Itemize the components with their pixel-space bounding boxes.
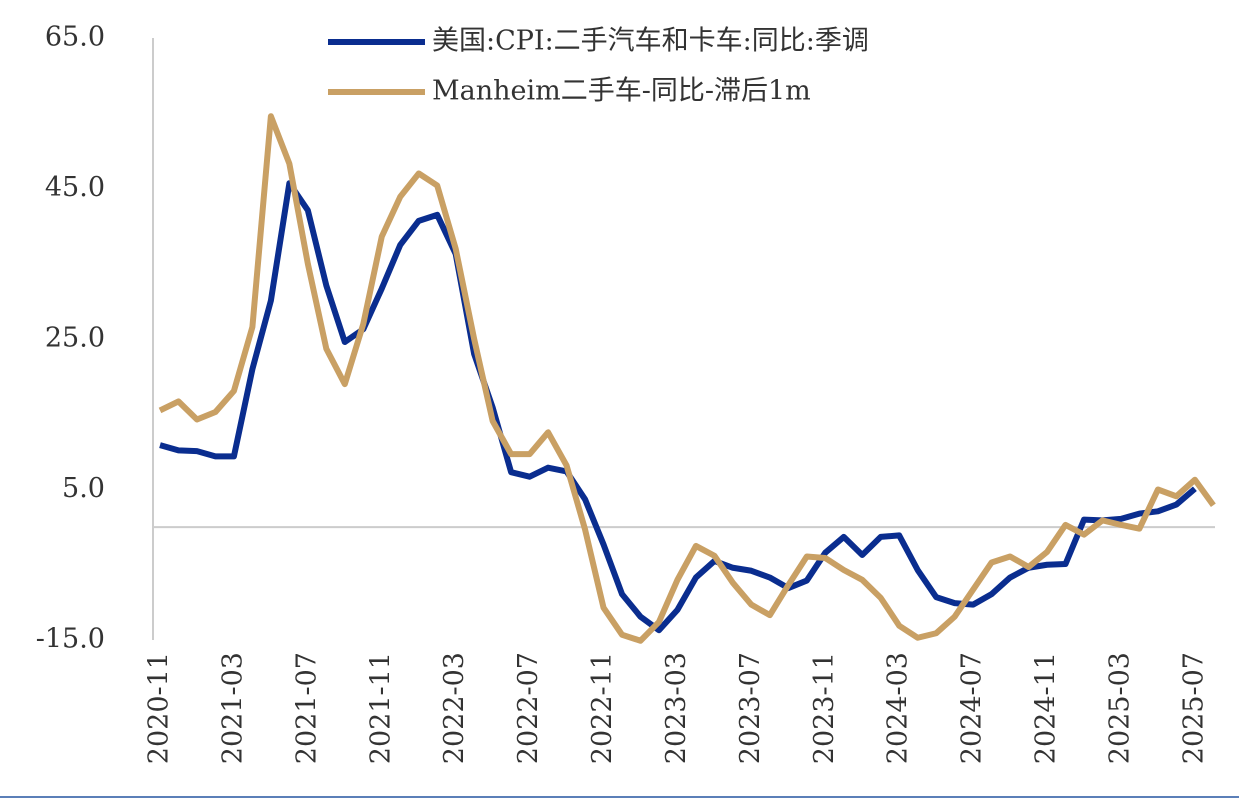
x-tick-label: 2023-03 — [661, 652, 692, 764]
x-tick-label: 2022-07 — [513, 652, 544, 764]
y-tick-label: 5.0 — [62, 473, 105, 504]
x-tick-label: 2021-07 — [291, 652, 322, 764]
x-tick-label: 2021-11 — [365, 652, 396, 764]
y-tick-label: 45.0 — [45, 172, 105, 203]
x-tick-label: 2025-03 — [1104, 652, 1135, 764]
series-line — [159, 180, 1197, 634]
x-tick-label: 2023-07 — [735, 652, 766, 764]
x-tick-label: 2023-11 — [809, 652, 840, 764]
x-tick-label: 2022-03 — [439, 652, 470, 764]
x-tick-label: 2025-07 — [1178, 652, 1209, 764]
series-line — [158, 113, 1216, 644]
y-tick-label: 65.0 — [45, 22, 105, 53]
x-tick-label: 2020-11 — [144, 652, 175, 764]
x-tick-label: 2024-11 — [1031, 652, 1062, 764]
x-tick-label: 2024-03 — [883, 652, 914, 764]
x-tick-label: 2022-11 — [587, 652, 618, 764]
x-tick-label: 2021-03 — [217, 652, 248, 764]
y-tick-label: -15.0 — [36, 624, 105, 655]
legend-label: 美国:CPI:二手汽车和卡车:同比:季调 — [432, 26, 869, 57]
x-tick-label: 2024-07 — [957, 652, 988, 764]
legend-label: Manheim二手车-同比-滞后1m — [432, 76, 811, 107]
y-tick-label: 25.0 — [45, 323, 105, 354]
